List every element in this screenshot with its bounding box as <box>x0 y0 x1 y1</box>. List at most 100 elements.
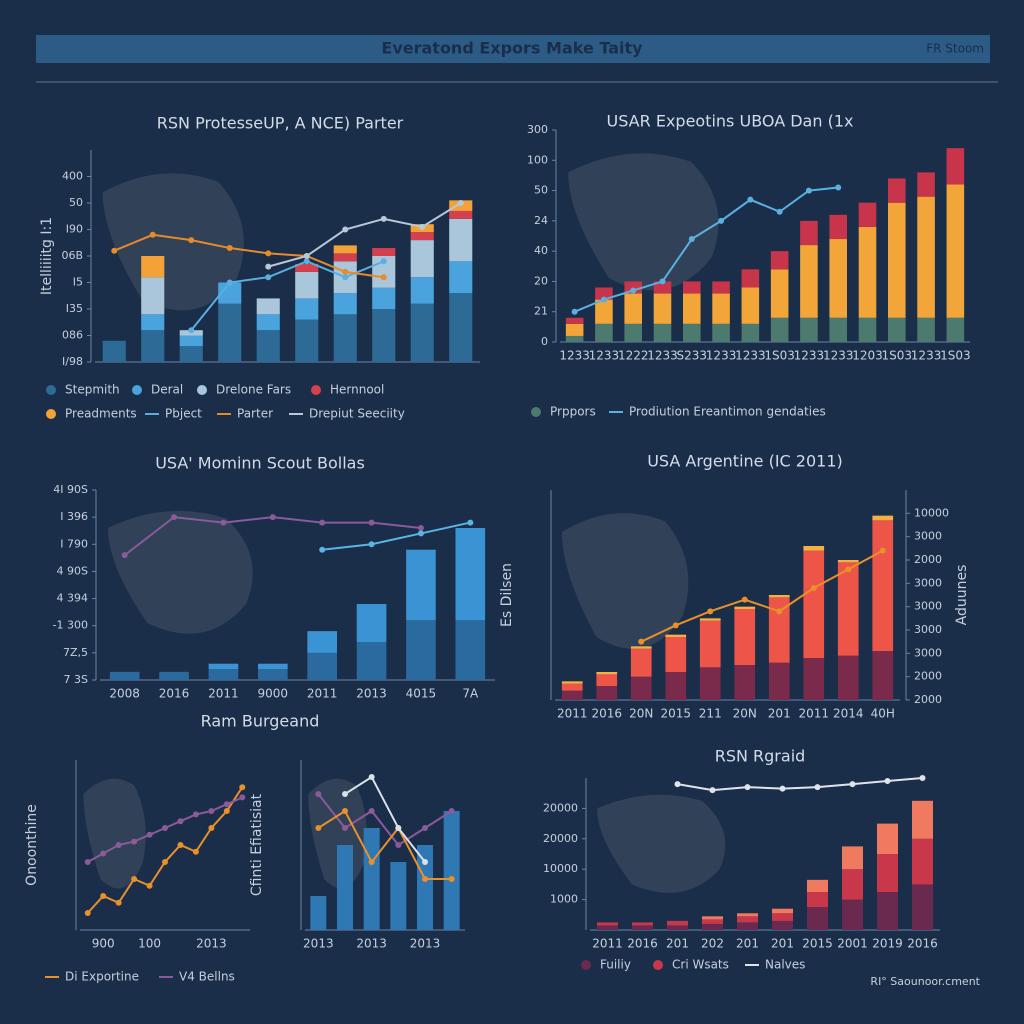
line-point <box>814 784 821 791</box>
x-tick-label: 9000 <box>258 687 289 701</box>
bar-segment <box>858 226 877 318</box>
y-tick-label: I 790 <box>60 537 88 550</box>
bar-segment <box>141 277 165 315</box>
line-point <box>269 514 276 521</box>
x-tick-label: 2013 <box>356 687 387 701</box>
line-point <box>368 859 375 865</box>
bar-segment <box>737 916 758 923</box>
y-tick-label: 50 <box>69 196 83 209</box>
y-tick-label: 20 <box>534 274 548 287</box>
legend-label: Stepmith <box>65 383 120 397</box>
y-tick-label: 086 <box>62 329 83 342</box>
bar-segment <box>837 655 859 700</box>
line-point <box>849 781 856 788</box>
bar-segment <box>595 299 613 324</box>
bar-segment <box>372 309 396 362</box>
bar-segment <box>443 811 460 930</box>
bar-segment <box>596 674 618 686</box>
line-point <box>131 838 138 845</box>
bar-segment <box>449 210 473 219</box>
bar-segment <box>734 665 756 700</box>
y-tick-label: 4 394 <box>57 592 89 605</box>
x-tick-label: 2015 <box>660 707 691 721</box>
y-tick-label: 300 <box>527 123 548 136</box>
y-tick-label: 400 <box>62 170 83 183</box>
line-point <box>467 519 474 526</box>
bar-segment <box>256 314 280 331</box>
line-point <box>115 842 122 848</box>
y-tick-label: 50 <box>534 184 548 197</box>
bar-segment <box>803 546 825 551</box>
bar-segment <box>595 323 613 342</box>
line-point <box>835 184 842 191</box>
line <box>190 260 385 331</box>
legend-swatch <box>46 385 56 395</box>
page-title: Everatond Expors Make Taity <box>381 39 643 58</box>
bar-segment <box>410 232 434 241</box>
bar-segment <box>295 263 319 272</box>
bar-segment <box>737 922 758 930</box>
y-tick-label: 4 90S <box>57 564 88 577</box>
bar-segment <box>653 281 672 294</box>
bar-segment <box>741 287 760 324</box>
bar-segment <box>295 319 319 362</box>
bar-segment <box>372 287 396 309</box>
x-tick-label: 100 <box>138 937 161 951</box>
line-point <box>395 842 402 848</box>
bar-segment <box>800 245 818 318</box>
x-tick-label: 1S03 <box>764 349 795 363</box>
line <box>574 186 839 313</box>
x-tick-label: 1233 <box>706 349 737 363</box>
bar-segment <box>159 671 189 680</box>
y-tick-label: I35 <box>66 302 83 315</box>
legend-label: Parter <box>237 407 273 421</box>
bar-segment <box>741 269 760 288</box>
bar-segment <box>653 323 672 342</box>
bar-segment <box>912 800 933 839</box>
line-point <box>208 808 215 814</box>
legend-swatch <box>197 385 207 395</box>
x-tick-label: 2015 <box>802 937 833 951</box>
bar-segment <box>734 609 756 665</box>
line-point <box>422 859 428 865</box>
header-right: FR Stoom <box>926 42 984 56</box>
line-point <box>919 775 926 781</box>
bar-segment <box>741 323 760 342</box>
y-tick-label: 20000 <box>543 832 578 845</box>
line <box>677 777 923 792</box>
line-point <box>342 268 349 275</box>
bar-segment <box>699 620 721 668</box>
x-tick-label: 40H <box>871 707 895 721</box>
bar-segment <box>406 549 436 621</box>
bar-segment <box>417 845 433 930</box>
x-tick-label: 2013 <box>356 937 387 951</box>
line-point <box>600 296 607 303</box>
bar-segment <box>410 303 434 362</box>
line-point <box>177 842 184 848</box>
bar-segment <box>179 346 203 362</box>
line <box>317 793 453 847</box>
y-tick-label: 10000 <box>543 862 578 875</box>
bar-segment <box>310 896 327 930</box>
legend-label: Di Exportine <box>65 970 139 984</box>
bar-segment <box>630 676 652 700</box>
x-tick-label: 2011 <box>557 707 588 721</box>
line-point <box>342 825 348 831</box>
line-point <box>223 808 230 814</box>
line-point <box>395 825 402 831</box>
line-point <box>149 231 156 238</box>
line-point <box>776 208 783 215</box>
x-tick-label: 1233 <box>589 349 620 363</box>
legend-swatch <box>311 385 321 395</box>
y-tick-label: I90 <box>66 223 83 236</box>
line-point <box>688 236 695 243</box>
footer: RI° Saounoor.cment <box>870 975 980 988</box>
y-tick-label: -1 300 <box>53 619 88 632</box>
y-tick-label: 24 <box>534 214 548 227</box>
map-shape <box>83 778 146 889</box>
x-tick-label: 1S03 <box>940 349 971 363</box>
y2-tick-label: 10000 <box>914 506 949 519</box>
line-point <box>380 215 387 222</box>
bar-segment <box>665 637 687 672</box>
